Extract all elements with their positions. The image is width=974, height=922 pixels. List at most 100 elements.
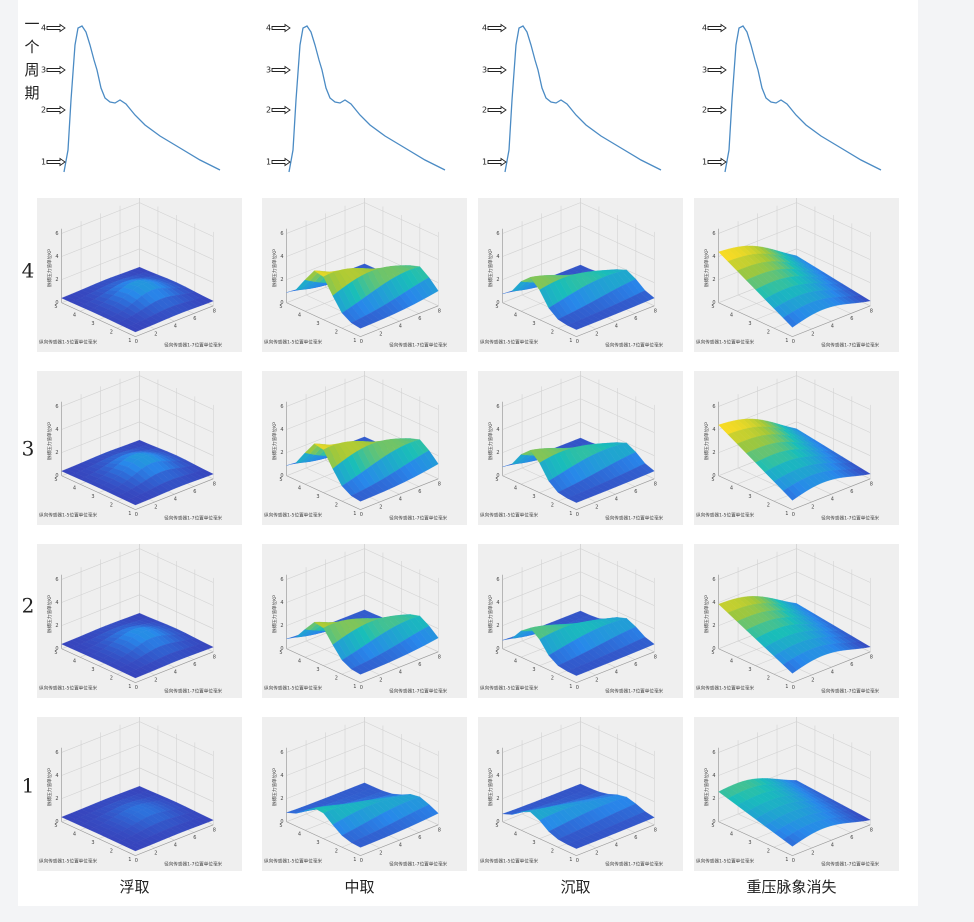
x-tick-label: 8	[654, 827, 657, 833]
wall-grid	[286, 202, 365, 234]
z-tick-label: 2	[496, 277, 499, 283]
marker-arrow	[707, 157, 727, 167]
z-axis-label: 脉搏压力值单位KP	[703, 249, 710, 287]
wall-grid	[796, 398, 871, 433]
y-tick-label: 2	[335, 849, 338, 855]
surface-plot: 02461234502468脉搏压力值单位KP纵向传感器1-5位置单位毫米径向传…	[37, 717, 242, 871]
y-axis-label: 纵向传感器1-5位置单位毫米	[264, 339, 322, 346]
x-tick-label: 6	[193, 316, 196, 322]
column-label: 重压脉象消失	[746, 878, 836, 896]
z-tick-label: 0	[712, 819, 715, 825]
x-tick-label: 2	[811, 504, 814, 510]
wall-grid	[61, 421, 140, 453]
wall-grid	[580, 548, 655, 583]
z-axis-label: 脉搏压力值单位KP	[487, 595, 494, 633]
axis-line	[792, 478, 871, 510]
wall-grid	[718, 202, 797, 234]
z-tick-label: 2	[55, 277, 58, 283]
z-tick-label: 4	[496, 773, 499, 779]
z-axis-label: 脉搏压力值单位KP	[46, 768, 53, 806]
x-axis-label: 径向传感器1-7位置单位毫米	[164, 515, 222, 522]
wall-grid	[502, 375, 581, 407]
axis-line	[286, 821, 361, 856]
x-tick-label: 4	[615, 843, 618, 849]
y-tick-label: 4	[730, 486, 733, 492]
z-axis-label: 脉搏压力值单位KP	[46, 595, 53, 633]
x-tick-label: 6	[193, 835, 196, 841]
z-tick-label: 0	[280, 300, 283, 306]
wall-grid	[580, 202, 655, 237]
wall-grid	[61, 202, 140, 234]
x-tick-label: 0	[360, 339, 363, 345]
x-tick-label: 0	[792, 512, 795, 518]
wall-grid	[364, 202, 439, 237]
wall-grid	[139, 744, 214, 779]
x-tick-label: 2	[811, 677, 814, 683]
y-tick-label: 5	[495, 823, 498, 829]
marker-arrow	[707, 23, 727, 33]
x-tick-label: 2	[154, 331, 157, 337]
z-tick-label: 0	[712, 473, 715, 479]
z-axis-label: 脉搏压力值单位KP	[46, 249, 53, 287]
wall-grid	[718, 548, 797, 580]
surface-plot: 02461234502468脉搏压力值单位KP纵向传感器1-5位置单位毫米径向传…	[694, 198, 899, 352]
x-tick-label: 4	[615, 670, 618, 676]
y-tick-label: 5	[711, 650, 714, 656]
x-tick-label: 6	[418, 489, 421, 495]
surface-patch	[125, 325, 141, 333]
z-axis-label: 脉搏压力值单位KP	[487, 768, 494, 806]
wall-grid	[796, 248, 871, 283]
surface-patch	[350, 493, 366, 502]
z-tick-label: 4	[496, 254, 499, 260]
column-label: 浮取	[119, 878, 149, 896]
x-tick-label: 0	[135, 512, 138, 518]
y-tick-label: 4	[514, 313, 517, 319]
surface-patch	[782, 661, 798, 674]
y-tick-label: 1	[785, 684, 788, 690]
x-tick-label: 0	[135, 685, 138, 691]
sidebar-char: 周	[24, 61, 39, 79]
y-tick-label: 2	[767, 676, 770, 682]
x-axis-label: 径向传感器1-7位置单位毫米	[821, 688, 879, 695]
sidebar-char: 一	[24, 15, 39, 33]
z-tick-label: 0	[496, 473, 499, 479]
x-tick-label: 6	[850, 662, 853, 668]
surface-patch	[566, 669, 582, 676]
x-tick-label: 2	[154, 504, 157, 510]
x-tick-label: 2	[154, 677, 157, 683]
x-tick-label: 6	[850, 835, 853, 841]
x-axis-label: 径向传感器1-7位置单位毫米	[605, 688, 663, 695]
x-tick-label: 4	[399, 670, 402, 676]
x-tick-label: 0	[576, 858, 579, 864]
y-tick-label: 3	[91, 667, 94, 673]
wall-grid	[502, 202, 581, 234]
z-tick-label: 2	[55, 623, 58, 629]
wall-grid	[61, 594, 140, 626]
axis-line	[502, 475, 577, 510]
x-axis-label: 径向传感器1-7位置单位毫米	[605, 342, 663, 349]
surface-plot: 02461234502468脉搏压力值单位KP纵向传感器1-5位置单位毫米径向传…	[478, 198, 683, 352]
y-tick-label: 5	[279, 477, 282, 483]
z-tick-label: 2	[280, 450, 283, 456]
z-tick-label: 0	[55, 646, 58, 652]
z-axis-label: 脉搏压力值单位KP	[271, 595, 278, 633]
wall-grid	[139, 571, 214, 606]
x-tick-label: 8	[213, 654, 216, 660]
wall-grid	[796, 375, 871, 410]
wall-grid	[364, 225, 439, 260]
y-tick-label: 2	[767, 330, 770, 336]
z-tick-label: 4	[55, 773, 58, 779]
z-tick-label: 2	[280, 796, 283, 802]
y-tick-label: 1	[128, 857, 131, 863]
x-tick-label: 6	[193, 489, 196, 495]
wall-grid	[139, 248, 214, 283]
row-label: 1	[22, 774, 35, 798]
surface-patch	[566, 323, 582, 330]
wall-grid	[286, 548, 365, 580]
y-tick-label: 4	[514, 832, 517, 838]
wall-grid	[364, 767, 439, 802]
z-tick-label: 4	[280, 773, 283, 779]
wall-grid	[580, 594, 655, 629]
